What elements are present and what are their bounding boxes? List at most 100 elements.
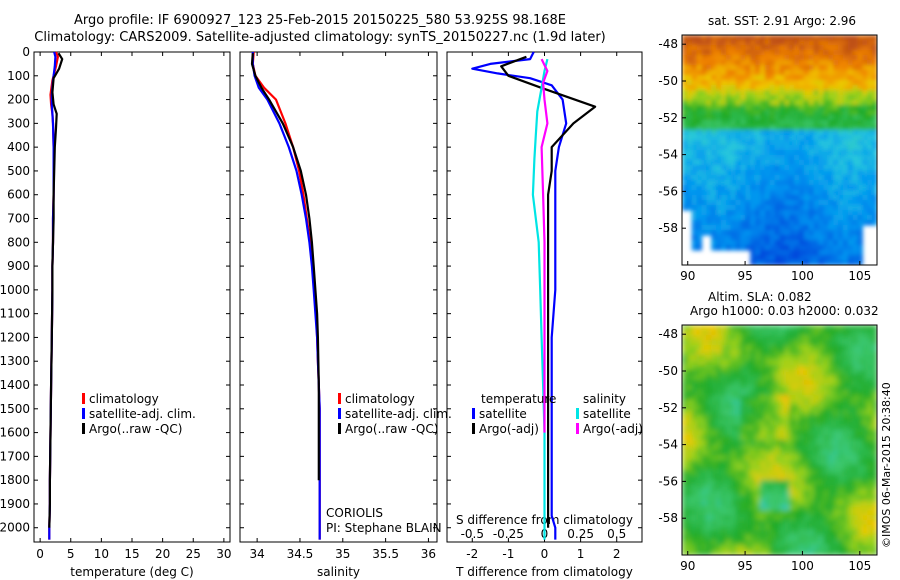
difference-xtick-label: 0 — [541, 547, 549, 561]
difference-xtick-label: 2 — [613, 547, 621, 561]
depth-tick-label: 600 — [7, 188, 30, 202]
sla-map-title-line1: Altim. SLA: 0.082 — [708, 290, 812, 304]
sst-map-xtick-label: 90 — [680, 269, 695, 283]
sst-map-ytick-label: -50 — [658, 74, 678, 88]
salinity-legend-swatch — [338, 408, 341, 419]
salinity-xtick-label: 36 — [421, 547, 436, 561]
legend-salinity-title: salinity — [583, 392, 626, 406]
salinity-diff-tick-label: 0.25 — [567, 527, 594, 541]
sst-map-ytick-label: -52 — [658, 111, 678, 125]
sst-map-ytick-label: -56 — [658, 184, 678, 198]
temperature-xtick-label: 10 — [94, 547, 109, 561]
imos-timestamp: ©IMOS 06-Mar-2015 20:38:40 — [880, 382, 893, 548]
depth-tick-label: 400 — [7, 140, 30, 154]
salinity-legend-label: Argo(..raw -QC) — [345, 422, 438, 436]
sla-map-xtick-label: 90 — [680, 559, 695, 573]
sst-map-ytick-label: -48 — [658, 37, 678, 51]
temperature-legend-swatch — [82, 393, 85, 404]
salinity-xtick-label: 34.5 — [287, 547, 314, 561]
salinity-legend-label: satellite-adj. clim. — [345, 407, 452, 421]
depth-tick-label: 1100 — [0, 307, 30, 321]
depth-tick-label: 100 — [7, 69, 30, 83]
difference-xtick-label: -2 — [466, 547, 478, 561]
salinity-xtick-label: 34 — [249, 547, 264, 561]
depth-tick-label: 0 — [22, 45, 30, 59]
temperature-xtick-label: 5 — [67, 547, 75, 561]
sst-map-field — [682, 35, 877, 265]
sst-map-ytick-label: -58 — [658, 221, 678, 235]
sla-map-title-line2: Argo h1000: 0.03 h2000: 0.032 — [690, 304, 879, 318]
diff-salinity-legend-label: Argo(-adj) — [583, 422, 643, 436]
sla-map-xtick-label: 95 — [737, 559, 752, 573]
depth-tick-label: 300 — [7, 116, 30, 130]
salinity-annotation-pi: PI: Stephane BLAIN — [326, 521, 442, 535]
depth-tick-label: 1400 — [0, 378, 30, 392]
sla-map-ytick-label: -54 — [658, 438, 678, 452]
salinity-diff-line-argo — [540, 58, 549, 433]
salinity-diff-tick-label: -0.5 — [461, 527, 484, 541]
temperature-xtick-label: 0 — [36, 547, 44, 561]
salinity-annotation-institution: CORIOLIS — [326, 506, 383, 520]
figure-title-line2: Climatology: CARS2009. Satellite-adjuste… — [34, 30, 606, 45]
salinity-legend-swatch — [338, 393, 341, 404]
temperature-legend-swatch — [82, 423, 85, 434]
salinity-diff-tick-label: 0.5 — [607, 527, 626, 541]
depth-tick-label: 500 — [7, 164, 30, 178]
depth-tick-label: 1000 — [0, 283, 30, 297]
depth-tick-label: 700 — [7, 212, 30, 226]
sst-map-frame — [681, 34, 878, 266]
depth-tick-label: 200 — [7, 93, 30, 107]
diff-temperature-legend-swatch — [472, 408, 475, 419]
temperature-line-argo — [48, 52, 64, 528]
temperature-diff-line-argo — [500, 55, 597, 528]
depth-tick-label: 1700 — [0, 449, 30, 463]
temperature-legend-label: satellite-adj. clim. — [89, 407, 196, 421]
temperature-diff-line-satellite — [471, 51, 568, 540]
sla-map-ytick-label: -48 — [658, 327, 678, 341]
sla-map-xtick-label: 105 — [848, 559, 871, 573]
sst-map-field-cells — [682, 35, 877, 265]
diff-temperature-legend-label: satellite — [479, 407, 527, 421]
salinity-line-climatology — [251, 51, 321, 540]
salinity-line-argo — [250, 53, 320, 481]
diff-salinity-legend-swatch — [576, 423, 579, 434]
salinity-xtick-label: 35 — [335, 547, 350, 561]
temperature-xtick-label: 15 — [124, 547, 139, 561]
difference-xlabel: T difference from climatology — [455, 565, 633, 579]
depth-tick-label: 1600 — [0, 426, 30, 440]
diff-temperature-legend-swatch — [472, 423, 475, 434]
temperature-xtick-label: 25 — [186, 547, 201, 561]
salinity-legend-swatch — [338, 423, 341, 434]
temperature-xtick-label: 20 — [155, 547, 170, 561]
temperature-xlabel: temperature (deg C) — [70, 565, 193, 579]
sst-map-xtick-label: 100 — [791, 269, 814, 283]
salinity-xlabel: salinity — [317, 565, 360, 579]
difference-xtick-label: 1 — [577, 547, 585, 561]
sst-map-xtick-label: 105 — [848, 269, 871, 283]
temperature-legend-label: climatology — [89, 392, 159, 406]
temperature-xtick-label: 30 — [216, 547, 231, 561]
depth-tick-label: 1200 — [0, 330, 30, 344]
depth-tick-label: 1500 — [0, 402, 30, 416]
legend-temperature-title: temperature — [481, 392, 556, 406]
depth-tick-label: 2000 — [0, 521, 30, 535]
sla-map-ytick-label: -52 — [658, 401, 678, 415]
sla-map-ytick-label: -56 — [658, 474, 678, 488]
salinity-xtick-label: 35.5 — [372, 547, 399, 561]
diff-salinity-legend-swatch — [576, 408, 579, 419]
salinity-legend-label: climatology — [345, 392, 415, 406]
depth-tick-label: 800 — [7, 235, 30, 249]
temperature-legend-label: Argo(..raw -QC) — [89, 422, 182, 436]
sla-map-frame — [681, 324, 878, 556]
sst-map-ytick-label: -54 — [658, 148, 678, 162]
diff-temperature-legend-label: Argo(-adj) — [479, 422, 539, 436]
sla-map-ytick-label: -50 — [658, 364, 678, 378]
temperature-panel-frame — [33, 51, 231, 543]
sla-map-field-cells — [682, 325, 877, 555]
salinity-diff-tick-label: -0.25 — [493, 527, 524, 541]
temperature-legend-swatch — [82, 408, 85, 419]
sla-map-field — [682, 325, 877, 555]
depth-tick-label: 1900 — [0, 497, 30, 511]
figure-title-line1: Argo profile: IF 6900927_123 25-Feb-2015… — [73, 13, 567, 28]
